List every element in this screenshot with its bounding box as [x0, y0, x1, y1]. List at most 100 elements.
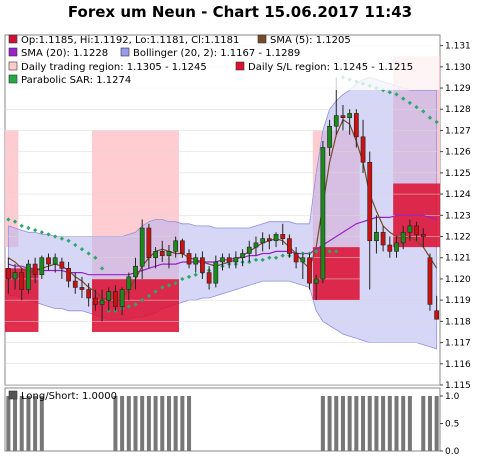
- y-tick-label: 1.119: [445, 296, 471, 306]
- candle-body: [72, 280, 78, 288]
- sar-dot: [140, 298, 145, 303]
- candle-body: [86, 289, 92, 299]
- sar-dot: [26, 225, 31, 231]
- candle-body: [333, 115, 339, 127]
- candle-body: [313, 278, 319, 284]
- long-short-bar: [421, 396, 426, 451]
- long-short-bar: [126, 396, 131, 451]
- sar-dot: [153, 289, 158, 294]
- long-short-bar: [13, 396, 18, 451]
- candle-body: [79, 287, 85, 290]
- y-tick-label: 1.120: [445, 275, 471, 285]
- sar-dot: [86, 251, 91, 256]
- sar-dot: [166, 283, 172, 288]
- sub-legend-label: Long/Short: 1.0000: [21, 391, 117, 402]
- long-short-bar: [407, 396, 412, 451]
- long-short-bar: [113, 396, 118, 451]
- legend-label: SMA (5): 1.1205: [270, 35, 351, 46]
- legend-label: Bollinger (20, 2): 1.1167 - 1.1289: [133, 48, 300, 59]
- candle-body: [106, 291, 112, 301]
- candle-body: [139, 227, 145, 267]
- long-short-bar: [33, 396, 38, 451]
- candle-body: [420, 234, 426, 237]
- y-tick-label: 1.118: [445, 317, 471, 327]
- candle-body: [293, 253, 299, 263]
- candle-body: [226, 257, 232, 263]
- y-tick-label: 1.126: [445, 148, 471, 158]
- candle-body: [179, 240, 185, 254]
- candle-body: [213, 261, 219, 284]
- sar-dot: [186, 274, 192, 279]
- candle-body: [374, 231, 379, 242]
- candle-body: [387, 244, 393, 252]
- main-clipped: [5, 45, 440, 385]
- candle-body: [59, 261, 65, 269]
- long-short-bar: [320, 396, 325, 451]
- legend-label: Daily S/L region: 1.1245 - 1.1215: [248, 62, 413, 73]
- main-y-axis: 1.115 1.116 1.117 1.118 1.119 1.120 1.121 1.122…: [440, 42, 471, 391]
- sar-dot: [280, 253, 285, 258]
- candle-body: [46, 257, 51, 265]
- candle-body: [166, 251, 172, 256]
- long-short-bar: [387, 396, 392, 451]
- sar-dot: [133, 302, 138, 307]
- main-legend: Op:1.1185, Hi:1.1192, Lo:1.1181, Cl:1.11…: [6, 34, 439, 90]
- candle-body: [113, 291, 118, 307]
- long-short-bar: [434, 396, 439, 451]
- y-tick-label: 1.121: [445, 254, 471, 264]
- sar-dot: [253, 257, 259, 262]
- sar-dot: [314, 249, 319, 254]
- y-tick-label: 1.128: [445, 105, 471, 115]
- y-tick-label: 1.122: [445, 233, 471, 243]
- candle-body: [246, 246, 252, 254]
- long-short-bar: [394, 396, 399, 451]
- y-tick-label: 1.131: [445, 42, 471, 52]
- candle-body: [193, 257, 199, 265]
- candle-body: [414, 225, 419, 235]
- candle-body: [353, 113, 359, 138]
- candle-body: [327, 125, 332, 148]
- candle-body: [200, 257, 205, 273]
- sar-dot: [160, 285, 165, 290]
- candle-body: [266, 238, 272, 242]
- legend-swatch: [8, 47, 18, 57]
- candle-body: [186, 253, 192, 265]
- sar-dot: [273, 255, 279, 260]
- sar-dot: [46, 232, 51, 237]
- candle-body: [26, 263, 31, 290]
- long-short-bar: [367, 396, 372, 451]
- sub-legend-swatch: [8, 390, 18, 400]
- sar-dot: [39, 230, 44, 235]
- long-short-bar: [340, 396, 345, 451]
- sub-y-tick-label: 1.0: [445, 392, 460, 402]
- candle-body: [280, 234, 286, 239]
- candle-body: [260, 238, 266, 244]
- y-tick-label: 1.117: [445, 339, 471, 349]
- candle-body: [146, 227, 152, 259]
- candle-body: [347, 113, 353, 119]
- long-short-bar: [19, 396, 24, 451]
- long-short-bar: [327, 396, 332, 451]
- candle-body: [19, 272, 25, 290]
- y-tick-label: 1.123: [445, 211, 471, 221]
- legend-swatch: [8, 34, 18, 44]
- y-tick-label: 1.124: [445, 190, 471, 200]
- sar-dot: [334, 249, 339, 254]
- sar-dot: [146, 293, 152, 299]
- long-short-bar: [381, 396, 386, 451]
- long-short-bar: [361, 396, 366, 451]
- y-tick-label: 1.116: [445, 360, 471, 370]
- long-short-bar: [166, 396, 171, 451]
- long-short-bar: [133, 396, 138, 451]
- long-short-bar: [427, 396, 432, 451]
- candle-body: [52, 257, 58, 265]
- long-short-bar: [401, 396, 406, 451]
- sar-dot: [73, 242, 78, 248]
- candle-body: [407, 225, 413, 233]
- candle-body: [39, 257, 45, 275]
- candle-body: [287, 238, 292, 254]
- legend-label: Parabolic SAR: 1.1274: [21, 75, 131, 86]
- sar-dot: [53, 234, 58, 239]
- long-short-bar: [354, 396, 359, 451]
